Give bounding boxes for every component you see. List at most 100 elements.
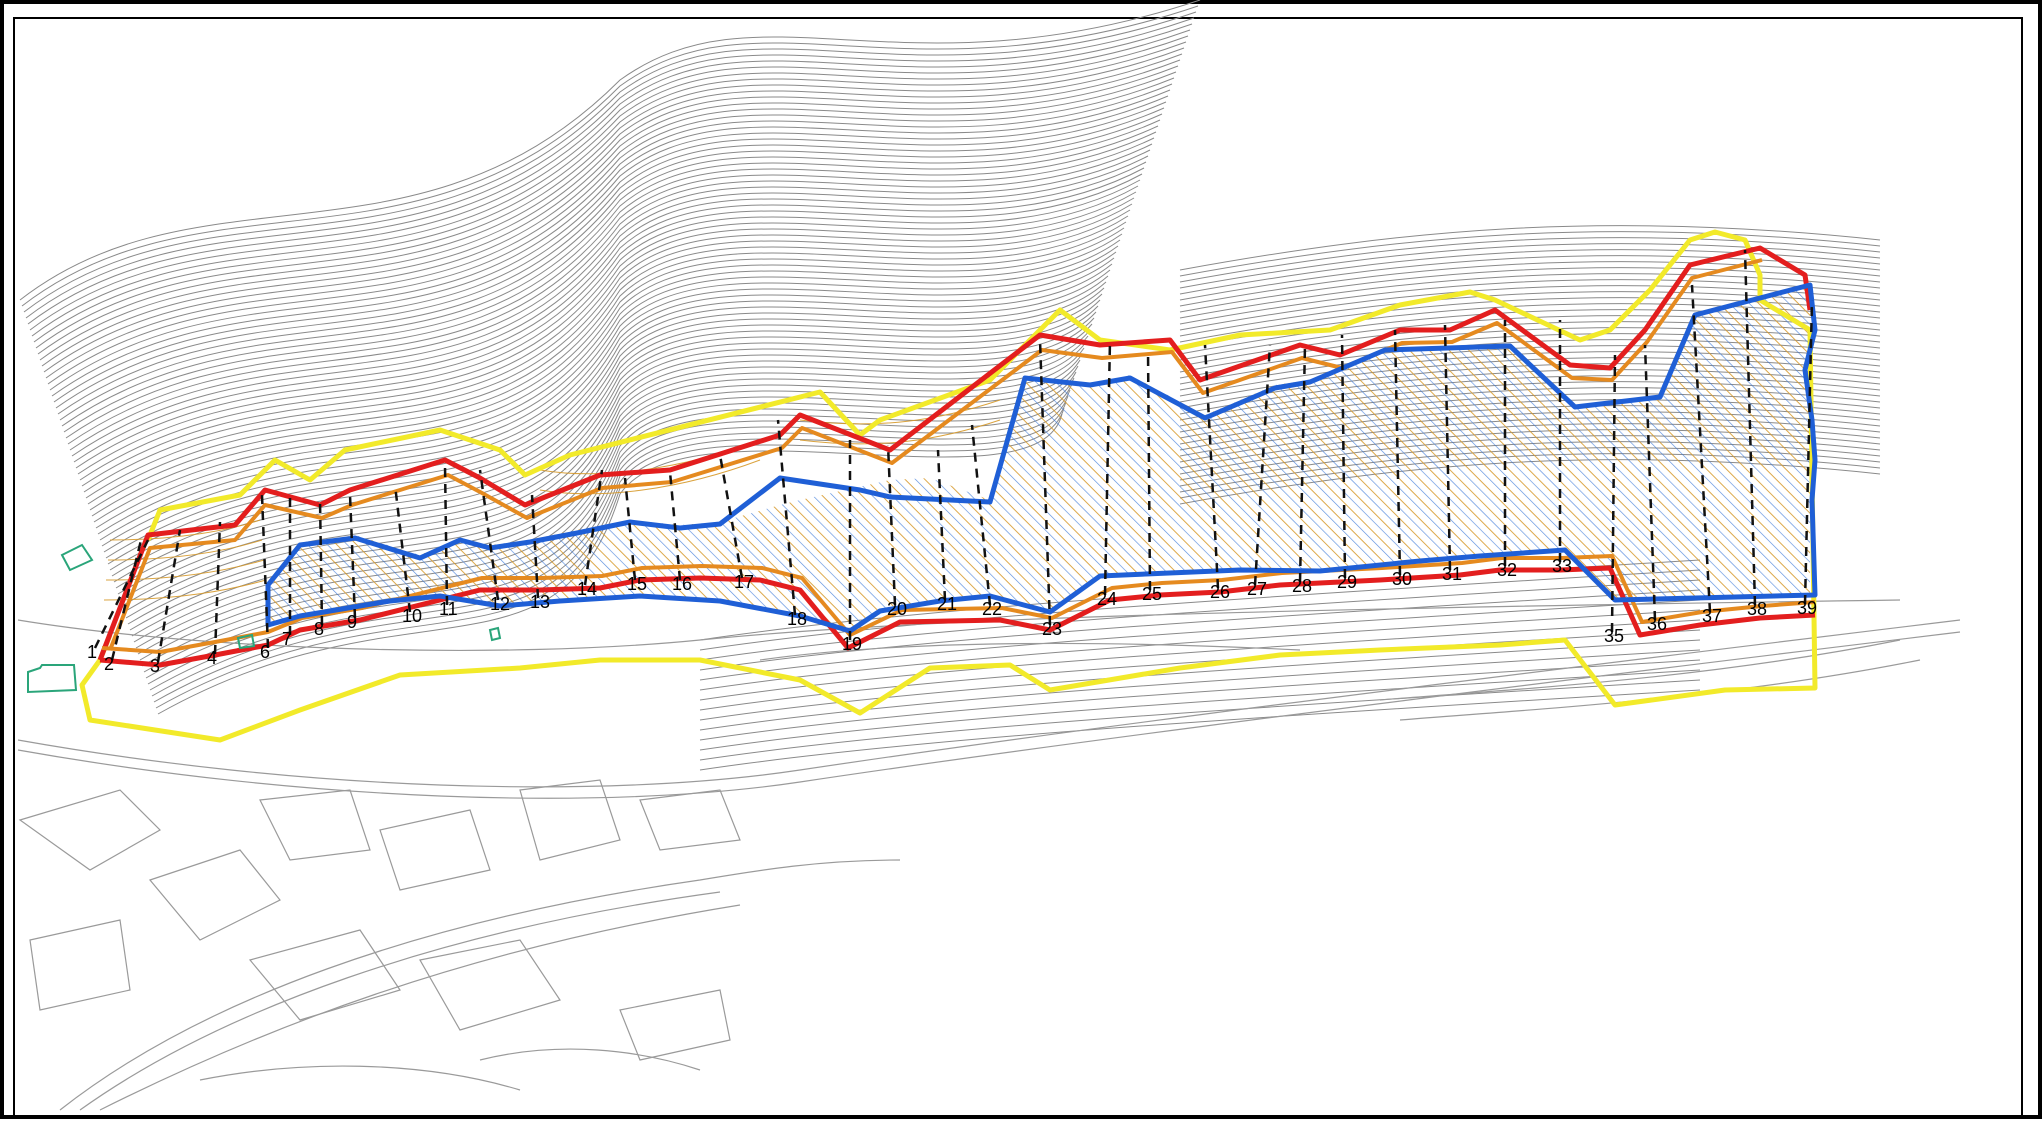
contour-line <box>1179 255 1881 301</box>
outer-boundary-line <box>79 229 1818 743</box>
section-lines <box>93 249 1814 663</box>
section-line <box>1103 339 1112 596</box>
contour-line <box>39 59 1181 361</box>
contour-line <box>121 305 1099 607</box>
inner-frame <box>13 17 2023 1119</box>
contour-line <box>41 65 1179 367</box>
section-label: 8 <box>314 619 324 639</box>
contour-line <box>89 209 1131 511</box>
contour-line <box>699 589 1701 671</box>
contour-line <box>105 257 1115 559</box>
section-label: 26 <box>1210 582 1230 602</box>
contour-line <box>85 197 1135 499</box>
contour-line <box>699 619 1701 701</box>
section-line <box>110 535 144 661</box>
contour-line <box>23 11 1197 313</box>
contour-line <box>75 167 1145 469</box>
offset-line <box>108 258 1763 651</box>
section-line <box>718 454 744 579</box>
contour-line <box>53 101 1167 403</box>
contour-line <box>93 221 1127 523</box>
section-label: 25 <box>1142 584 1162 604</box>
section-label: 20 <box>887 599 907 619</box>
contour-line <box>699 579 1701 661</box>
section-label: 21 <box>937 594 957 614</box>
contour-line <box>107 263 1113 565</box>
contour-line <box>47 83 1173 385</box>
contour-line <box>49 89 1171 391</box>
section-line <box>1393 329 1402 576</box>
contour-line <box>37 53 1183 355</box>
section-label: 33 <box>1552 556 1572 576</box>
section-line <box>1298 344 1307 583</box>
contour-line <box>1179 279 1881 325</box>
section-line <box>1340 334 1347 579</box>
section-line <box>393 484 412 613</box>
contour-line <box>151 395 1069 697</box>
contour-line <box>77 173 1143 475</box>
contour-line <box>1179 285 1881 331</box>
contour-line <box>73 161 1147 463</box>
section-label: 23 <box>1042 619 1062 639</box>
buildings <box>27 543 502 694</box>
section-label: 2 <box>104 654 114 674</box>
section-label: 13 <box>530 592 550 612</box>
contour-line <box>91 215 1129 517</box>
section-line <box>970 424 992 606</box>
section-label: 32 <box>1497 560 1517 580</box>
contour-line <box>109 269 1111 571</box>
section-label: 19 <box>842 634 862 654</box>
section-label: 9 <box>347 612 357 632</box>
section-label: 17 <box>734 572 754 592</box>
contour-line <box>1179 231 1881 277</box>
section-label: 15 <box>627 574 647 594</box>
section-line <box>583 469 604 586</box>
contour-line <box>699 649 1701 731</box>
section-line <box>348 494 357 619</box>
section-line <box>1690 284 1712 613</box>
contour-line <box>65 137 1155 439</box>
contour-line <box>29 29 1191 331</box>
contour-line <box>51 95 1169 397</box>
contour-line <box>699 599 1701 681</box>
contour-line <box>21 5 1199 307</box>
section-line <box>156 529 182 663</box>
contour-line <box>1179 261 1881 307</box>
section-label: 24 <box>1097 589 1117 609</box>
section-line <box>93 539 150 649</box>
lower-terrain-lines <box>17 599 1961 1111</box>
contour-line <box>157 413 1063 715</box>
section-label: 28 <box>1292 576 1312 596</box>
section-label: 29 <box>1337 572 1357 592</box>
section-label: 11 <box>439 599 458 619</box>
contour-line <box>1179 267 1881 313</box>
contour-line <box>71 155 1149 457</box>
contour-line <box>79 179 1141 481</box>
contour-line <box>69 149 1151 451</box>
contour-line <box>61 125 1159 427</box>
contour-line <box>699 639 1701 721</box>
contour-line <box>31 35 1189 337</box>
section-line <box>478 469 500 601</box>
section-line <box>1146 349 1152 591</box>
contour-line <box>25 17 1195 319</box>
section-label: 14 <box>577 579 597 599</box>
section-label: 37 <box>1702 606 1722 626</box>
section-label: 22 <box>982 599 1002 619</box>
section-label: 27 <box>1247 579 1267 599</box>
contour-line <box>67 143 1153 445</box>
contour-line <box>59 119 1161 421</box>
contour-line <box>57 113 1163 415</box>
contour-line <box>45 77 1175 379</box>
section-line <box>318 499 324 626</box>
crest-line <box>97 245 1813 661</box>
contour-line <box>33 41 1187 343</box>
section-label: 39 <box>1797 598 1817 618</box>
toe-line <box>99 565 1816 668</box>
contour-line <box>103 251 1117 553</box>
contour-line <box>149 389 1071 691</box>
section-line <box>1610 354 1617 633</box>
section-label: 35 <box>1604 626 1624 646</box>
